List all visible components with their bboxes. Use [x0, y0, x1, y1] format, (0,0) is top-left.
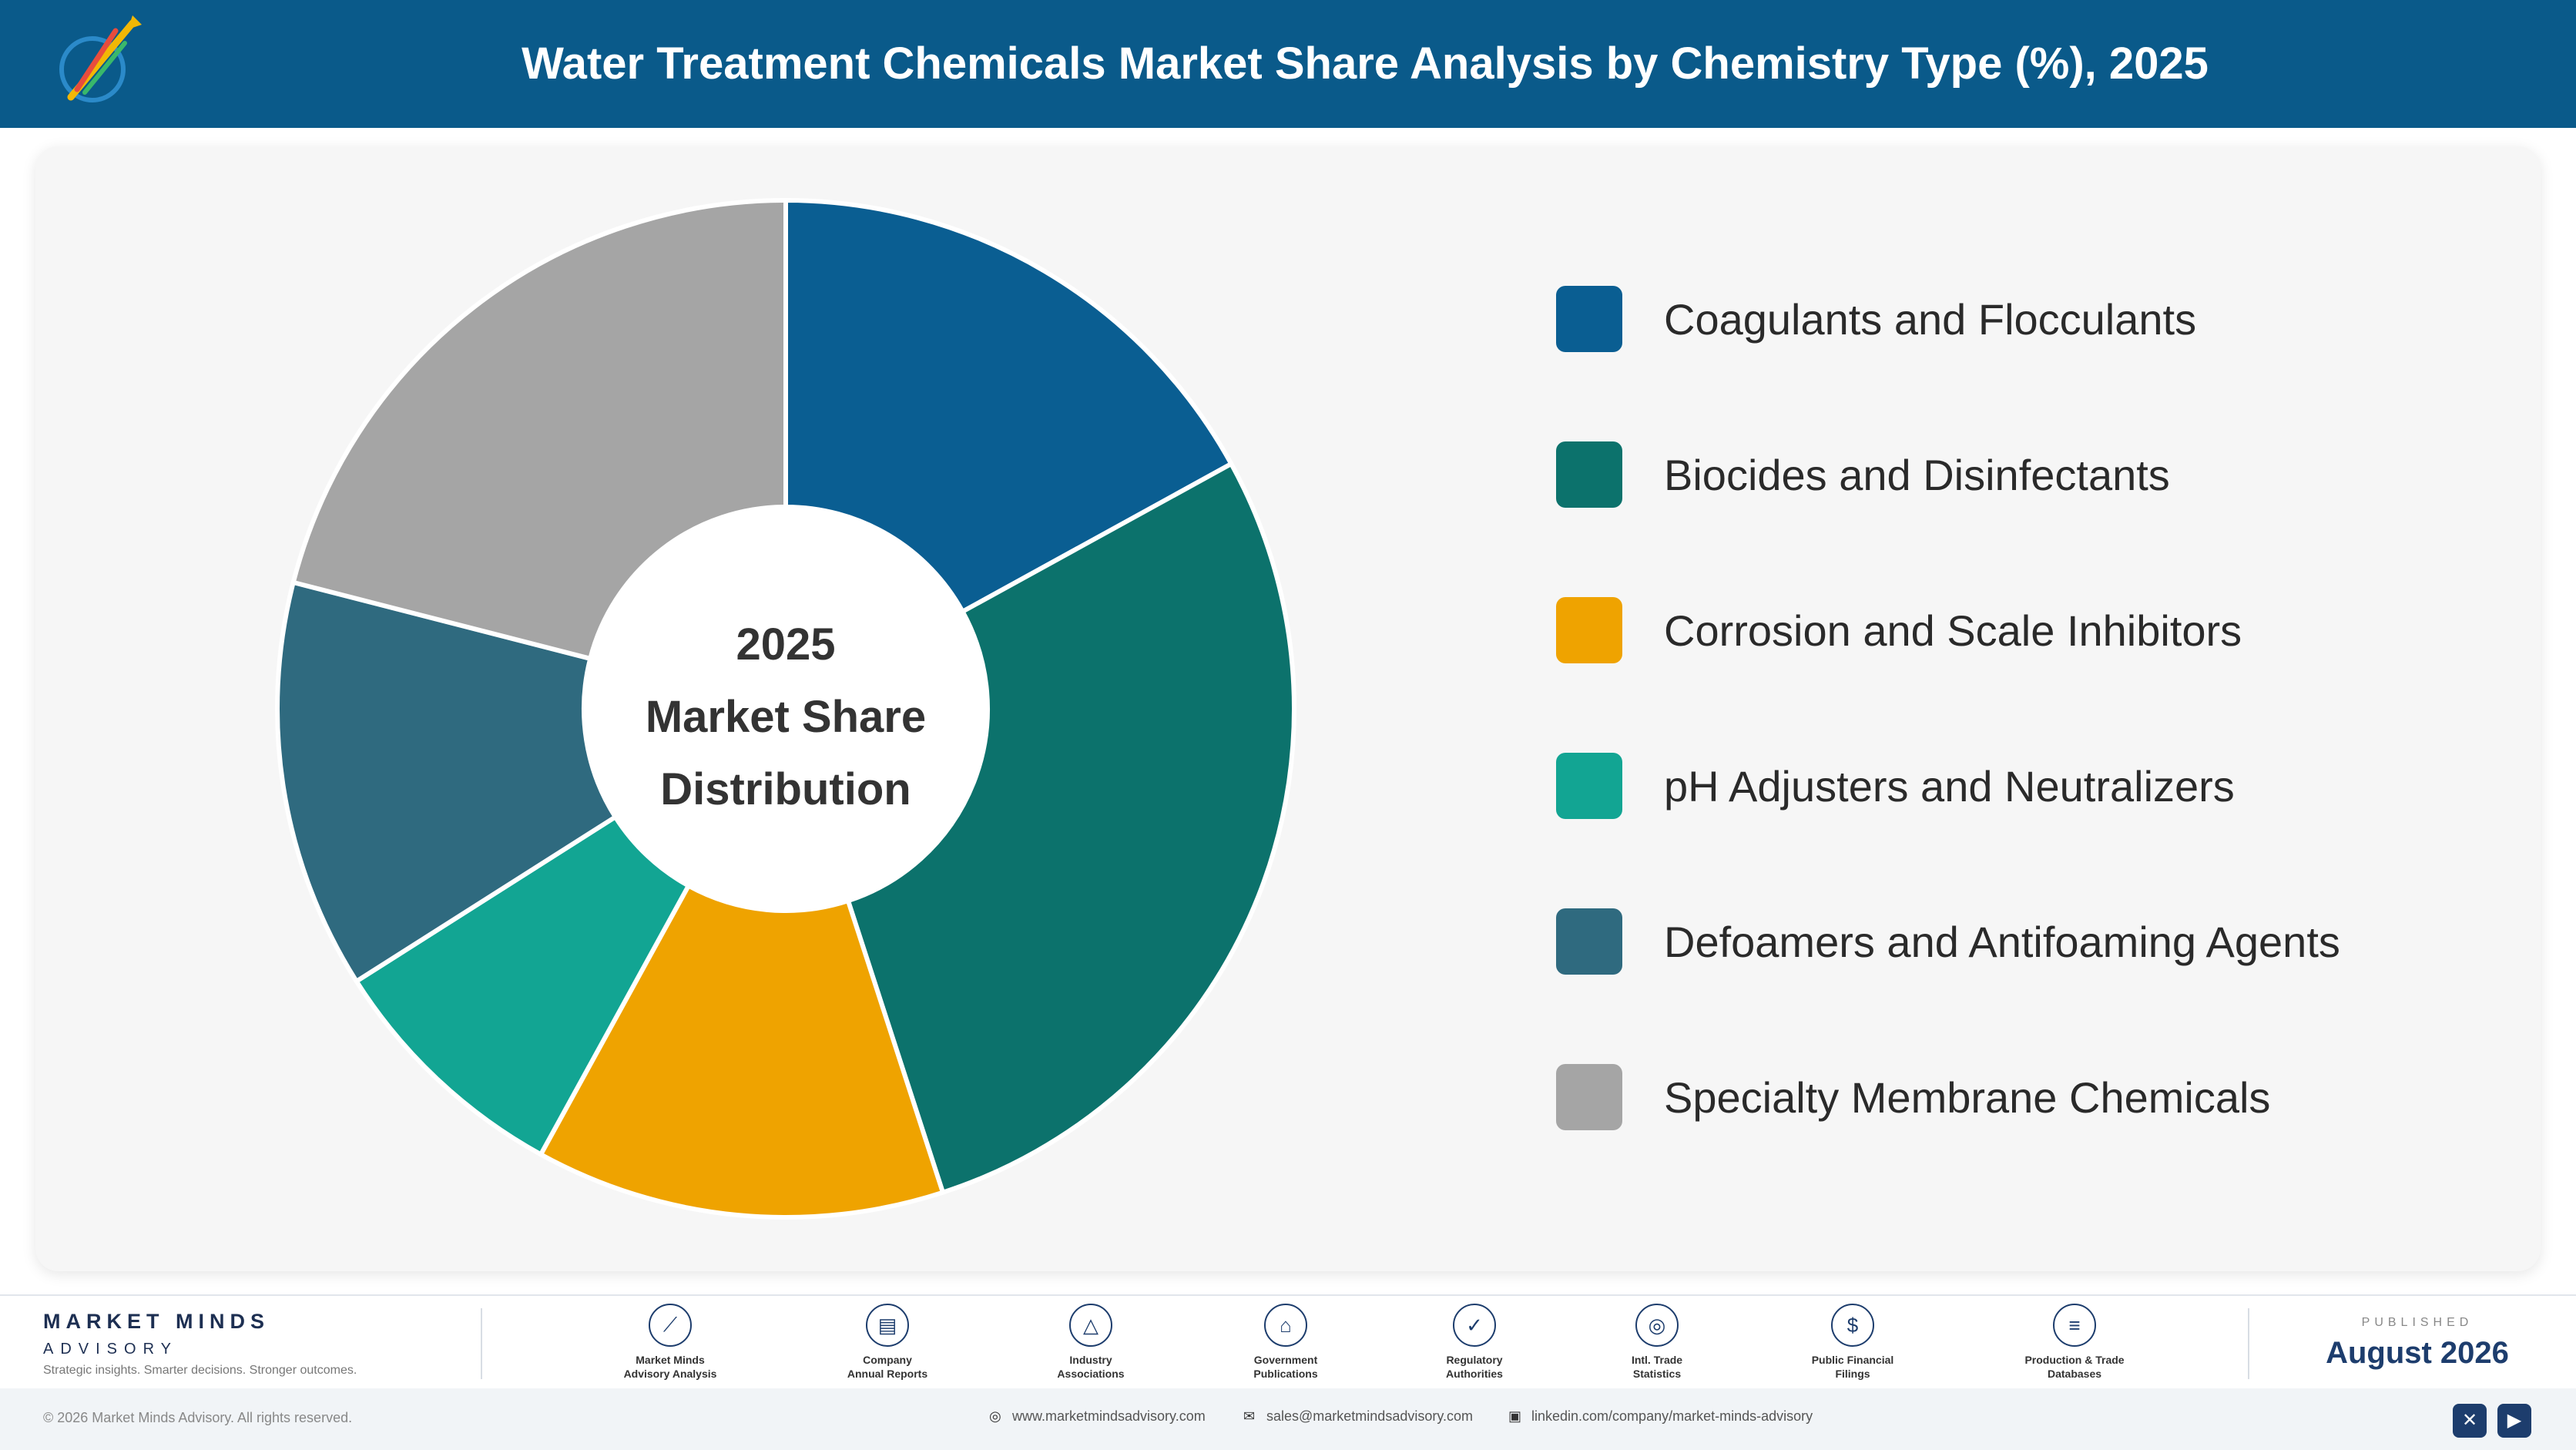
footer-brand-tagline: Strategic insights. Smarter decisions. S…: [43, 1364, 357, 1377]
copyright-text: © 2026 Market Minds Advisory. All rights…: [43, 1410, 353, 1425]
company-logo: [59, 15, 142, 102]
shield-check-icon: ✓: [1453, 1304, 1496, 1347]
email-text: sales@marketmindsadvisory.com: [1266, 1408, 1474, 1424]
youtube-social-button[interactable]: ▶: [2497, 1404, 2531, 1438]
legend-item: Corrosion and Scale Inhibitors: [1556, 596, 2242, 664]
footer-divider: [2248, 1308, 2249, 1379]
legend-item: Biocides and Disinfectants: [1556, 441, 2170, 509]
donut-slice-ph-adjusters-and-neutralizers: [353, 814, 692, 1158]
legend-label: Defoamers and Antifoaming Agents: [1664, 917, 2340, 966]
header-bar: Water Treatment Chemicals Market Share A…: [0, 0, 2576, 128]
linkedin-link[interactable]: ▣ linkedin.com/company/market-minds-advis…: [1508, 1408, 1813, 1425]
legend-item: Defoamers and Antifoaming Agents: [1556, 908, 2340, 975]
legend-swatch: [1556, 441, 1622, 508]
globe-icon: ◎: [989, 1408, 1001, 1424]
donut-chart: [274, 197, 1296, 1220]
legend-item: Specialty Membrane Chemicals: [1556, 1063, 2270, 1131]
data-source-label: Regulatory Authorities: [1446, 1354, 1503, 1380]
legend-item: Coagulants and Flocculants: [1556, 285, 2196, 353]
footer-brand-name: MARKET MINDS: [43, 1310, 270, 1333]
data-source-label: Company Annual Reports: [847, 1354, 928, 1380]
footer: MARKET MINDS ADVISORY Strategic insights…: [0, 1294, 2576, 1388]
government-building-icon: ⌂: [1264, 1304, 1307, 1347]
legend-swatch: [1556, 286, 1622, 352]
data-source-item: ◎ Intl. Trade Statistics: [1580, 1304, 1734, 1381]
data-source-label: Government Publications: [1253, 1354, 1318, 1380]
data-source-item: ⟋ Market Minds Advisory Analysis: [593, 1304, 747, 1381]
footer-divider: [481, 1308, 482, 1379]
data-source-item: △ Industry Associations: [1014, 1304, 1168, 1381]
dollar-icon: $: [1831, 1304, 1874, 1347]
data-source-item: $ Public Financial Filings: [1776, 1304, 1930, 1381]
mail-icon: ✉: [1243, 1408, 1256, 1424]
data-source-label: Production & Trade Databases: [2024, 1354, 2125, 1380]
donut-slice-biocides-and-disinfectants: [845, 460, 1296, 1196]
donut-hole: [585, 509, 986, 909]
bottom-bar: © 2026 Market Minds Advisory. All rights…: [0, 1388, 2576, 1450]
data-source-item: ≡ Production & Trade Databases: [1997, 1304, 2152, 1381]
legend-swatch: [1556, 753, 1622, 819]
legend-label: Coagulants and Flocculants: [1664, 294, 2197, 344]
data-source-item: ⌂ Government Publications: [1209, 1304, 1363, 1381]
chart-line-icon: ⟋: [649, 1304, 692, 1347]
center-label-line2: Market Share: [645, 692, 927, 742]
x-social-button[interactable]: ✕: [2453, 1404, 2487, 1438]
donut-slice-corrosion-and-scale-inhibitors: [537, 882, 946, 1220]
donut-slice-coagulants-and-flocculants: [783, 197, 1235, 615]
website-text: www.marketmindsadvisory.com: [1012, 1408, 1206, 1424]
data-source-label: Market Minds Advisory Analysis: [623, 1354, 717, 1380]
legend-label: pH Adjusters and Neutralizers: [1664, 761, 2235, 811]
legend-label: Biocides and Disinfectants: [1664, 450, 2170, 499]
linkedin-text: linkedin.com/company/market-minds-adviso…: [1531, 1408, 1813, 1424]
legend-swatch: [1556, 597, 1622, 663]
database-icon: ≡: [2053, 1304, 2096, 1347]
data-source-label: Industry Associations: [1057, 1354, 1125, 1380]
globe-icon: ◎: [1635, 1304, 1679, 1347]
footer-brand-sub: ADVISORY: [43, 1341, 178, 1358]
data-source-label: Intl. Trade Statistics: [1631, 1354, 1683, 1380]
page-title: Water Treatment Chemicals Market Share A…: [522, 39, 2209, 89]
donut-slice-defoamers-and-antifoaming-agents: [274, 579, 619, 985]
legend-label: Corrosion and Scale Inhibitors: [1664, 606, 2242, 655]
data-source-label: Public Financial Filings: [1811, 1354, 1894, 1380]
document-icon: ▤: [866, 1304, 909, 1347]
donut-center-label: 2025 Market Share Distribution: [632, 609, 940, 826]
center-label-year: 2025: [736, 619, 836, 670]
legend-swatch: [1556, 908, 1622, 975]
donut-slice-specialty-membrane-chemicals: [290, 197, 788, 662]
legend-swatch: [1556, 1064, 1622, 1130]
published-date: August 2026: [2326, 1336, 2509, 1370]
data-source-item: ▤ Company Annual Reports: [810, 1304, 964, 1381]
email-link[interactable]: ✉ sales@marketmindsadvisory.com: [1243, 1408, 1473, 1425]
website-link[interactable]: ◎ www.marketmindsadvisory.com: [989, 1408, 1206, 1425]
network-icon: △: [1069, 1304, 1112, 1347]
linkedin-icon: ▣: [1508, 1408, 1522, 1424]
center-label-line3: Distribution: [660, 764, 911, 814]
data-source-item: ✓ Regulatory Authorities: [1397, 1304, 1551, 1381]
legend-item: pH Adjusters and Neutralizers: [1556, 752, 2235, 820]
published-kicker: PUBLISHED: [2361, 1316, 2474, 1329]
legend-label: Specialty Membrane Chemicals: [1664, 1072, 2271, 1122]
